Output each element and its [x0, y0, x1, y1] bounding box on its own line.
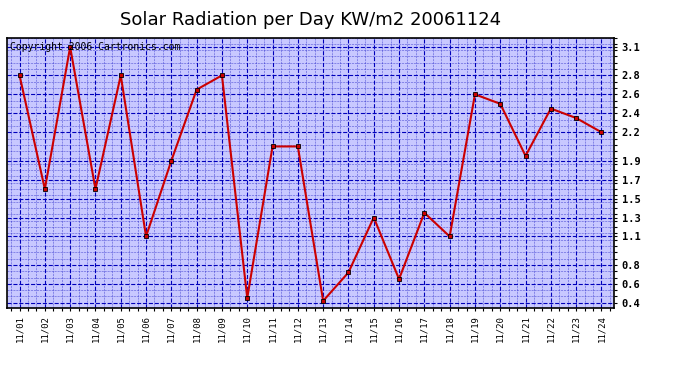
Text: Solar Radiation per Day KW/m2 20061124: Solar Radiation per Day KW/m2 20061124: [120, 11, 501, 29]
Text: Copyright 2006 Cartronics.com: Copyright 2006 Cartronics.com: [10, 42, 180, 51]
